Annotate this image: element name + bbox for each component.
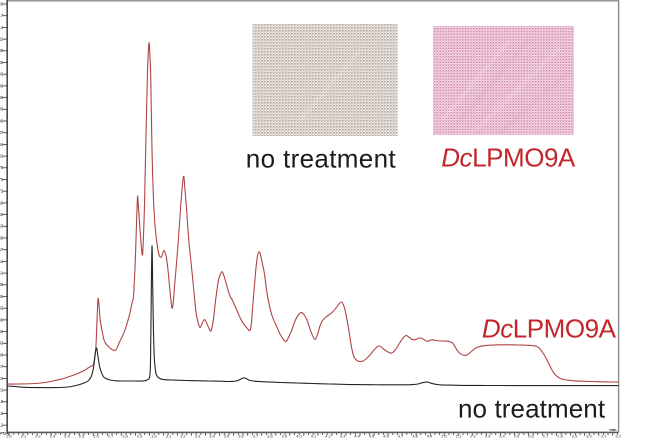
svg-text:4.4: 4.4 (354, 434, 360, 439)
svg-text:36: 36 (0, 329, 4, 334)
svg-text:2.1: 2.1 (456, 434, 462, 439)
svg-text:21: 21 (0, 388, 4, 393)
svg-text:18: 18 (0, 399, 4, 404)
svg-text:3.2: 3.2 (180, 434, 186, 439)
svg-text:96: 96 (0, 95, 4, 100)
svg-text:2.8: 2.8 (122, 434, 128, 439)
svg-text:2.6: 2.6 (528, 434, 534, 439)
svg-text:105: 105 (0, 60, 4, 65)
svg-text:4.5: 4.5 (369, 434, 375, 439)
svg-text:3.6: 3.6 (238, 434, 244, 439)
svg-text:4.1: 4.1 (311, 434, 317, 439)
svg-text:2.8: 2.8 (557, 434, 563, 439)
svg-text:117: 117 (0, 13, 4, 18)
svg-text:120: 120 (0, 1, 4, 6)
svg-text:no treatment: no treatment (458, 394, 606, 424)
svg-text:4.8: 4.8 (412, 434, 418, 439)
svg-text:min: min (609, 427, 617, 432)
svg-text:3.1: 3.1 (166, 434, 172, 439)
svg-text:2.5: 2.5 (514, 434, 520, 439)
svg-text:3.0: 3.0 (586, 434, 592, 439)
svg-text:2.5: 2.5 (79, 434, 85, 439)
svg-text:63: 63 (0, 224, 4, 229)
svg-text:4.7: 4.7 (398, 434, 404, 439)
svg-text:78: 78 (0, 165, 4, 170)
svg-text:DcLPMO9A: DcLPMO9A (441, 142, 576, 172)
svg-text:69: 69 (0, 200, 4, 205)
svg-text:45: 45 (0, 294, 4, 299)
svg-text:15: 15 (0, 411, 4, 416)
svg-text:108: 108 (0, 48, 4, 53)
svg-text:2.4: 2.4 (499, 434, 505, 439)
svg-text:4.0: 4.0 (296, 434, 302, 439)
svg-text:3.1: 3.1 (601, 434, 607, 439)
svg-text:2.3: 2.3 (50, 434, 56, 439)
svg-text:12: 12 (0, 423, 4, 428)
svg-text:114: 114 (0, 25, 4, 30)
svg-text:93: 93 (0, 107, 4, 112)
svg-text:2.9: 2.9 (137, 434, 143, 439)
svg-text:4.6: 4.6 (383, 434, 389, 439)
svg-text:3.3: 3.3 (195, 434, 201, 439)
svg-text:2.7: 2.7 (543, 434, 549, 439)
svg-text:111: 111 (0, 37, 4, 42)
svg-text:90: 90 (0, 118, 4, 123)
svg-text:3.0: 3.0 (151, 434, 157, 439)
svg-text:84: 84 (0, 142, 4, 147)
svg-text:102: 102 (0, 72, 4, 77)
svg-text:99: 99 (0, 83, 4, 88)
svg-text:2.9: 2.9 (572, 434, 578, 439)
svg-text:no treatment: no treatment (246, 144, 397, 174)
svg-text:27: 27 (0, 364, 4, 369)
svg-text:2.0: 2.0 (6, 434, 12, 439)
svg-text:3.4: 3.4 (209, 434, 215, 439)
svg-text:60: 60 (0, 235, 4, 240)
svg-text:87: 87 (0, 130, 4, 135)
svg-text:51: 51 (0, 271, 4, 276)
svg-text:2.2: 2.2 (470, 434, 476, 439)
svg-text:39: 39 (0, 317, 4, 322)
svg-text:33: 33 (0, 341, 4, 346)
svg-text:4.3: 4.3 (340, 434, 346, 439)
svg-text:42: 42 (0, 306, 4, 311)
svg-text:2.6: 2.6 (93, 434, 99, 439)
svg-text:4.2: 4.2 (325, 434, 331, 439)
svg-text:2.2: 2.2 (35, 434, 41, 439)
svg-text:72: 72 (0, 189, 4, 194)
svg-text:PDA: PDA (0, 431, 9, 436)
svg-text:2.3: 2.3 (485, 434, 491, 439)
svg-text:30: 30 (0, 352, 4, 357)
svg-text:81: 81 (0, 154, 4, 159)
svg-text:2.7: 2.7 (108, 434, 114, 439)
svg-text:48: 48 (0, 282, 4, 287)
svg-text:4.9: 4.9 (427, 434, 433, 439)
svg-text:54: 54 (0, 259, 4, 264)
svg-text:2.1: 2.1 (21, 434, 27, 439)
svg-text:57: 57 (0, 247, 4, 252)
svg-text:2.4: 2.4 (64, 434, 70, 439)
svg-text:3.7: 3.7 (253, 434, 259, 439)
svg-text:66: 66 (0, 212, 4, 217)
svg-text:3.5: 3.5 (224, 434, 230, 439)
svg-text:24: 24 (0, 376, 4, 381)
svg-text:3.2: 3.2 (615, 434, 621, 439)
svg-text:75: 75 (0, 177, 4, 182)
svg-text:DcLPMO9A: DcLPMO9A (482, 313, 617, 343)
svg-text:3.9: 3.9 (282, 434, 288, 439)
svg-text:3.8: 3.8 (267, 434, 273, 439)
svg-text:2.0: 2.0 (441, 434, 447, 439)
